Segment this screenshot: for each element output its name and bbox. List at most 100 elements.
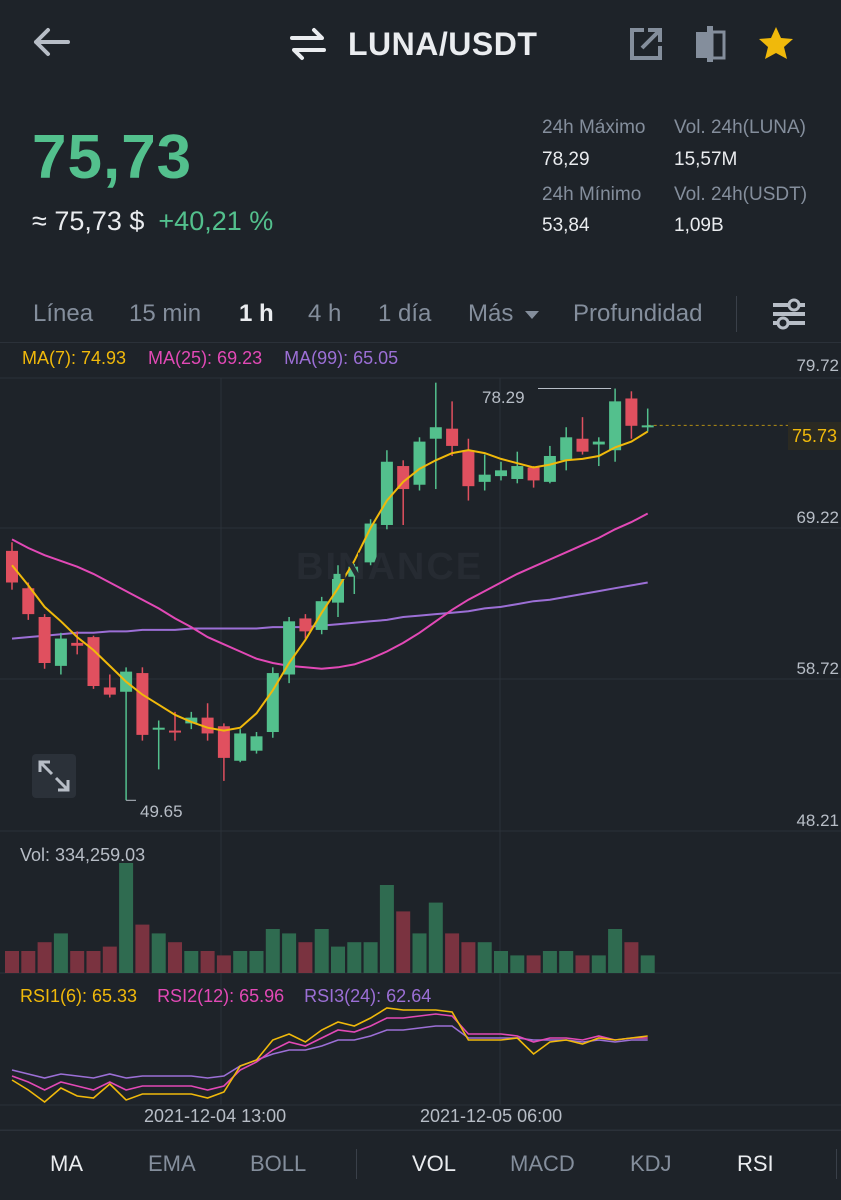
expand-icon bbox=[38, 760, 70, 792]
price-axis-label: 69.22 bbox=[796, 508, 839, 527]
volume-bar bbox=[624, 942, 639, 973]
candle-body bbox=[54, 638, 67, 666]
volume-bar bbox=[216, 955, 231, 973]
volume-bar bbox=[102, 946, 117, 973]
tab-1day[interactable]: 1 día bbox=[378, 300, 432, 327]
volume-bar bbox=[37, 942, 52, 973]
volume-bar bbox=[363, 942, 378, 973]
volume-bar bbox=[21, 951, 36, 973]
top-bar: LUNA/USDT bbox=[0, 0, 841, 95]
tab-1h[interactable]: 1 h bbox=[239, 300, 274, 327]
volume-bar bbox=[135, 924, 150, 973]
indicator-kdj[interactable]: KDJ bbox=[630, 1151, 672, 1176]
vol-quote-value: 1,09B bbox=[674, 215, 724, 236]
candle-body bbox=[234, 733, 247, 761]
candle-body bbox=[576, 438, 589, 452]
candle-body bbox=[511, 466, 524, 479]
last-price: 75,73 bbox=[32, 123, 193, 192]
time-axis-label: 2021-12-05 06:00 bbox=[420, 1106, 563, 1126]
volume-bar bbox=[494, 951, 508, 973]
candle-body bbox=[103, 687, 116, 695]
tab-15min[interactable]: 15 min bbox=[129, 300, 202, 327]
volume-bar bbox=[396, 911, 411, 973]
tab-more[interactable]: Más bbox=[468, 294, 540, 334]
ma25-line bbox=[11, 512, 649, 670]
candle-body bbox=[560, 437, 573, 461]
ma99-line bbox=[11, 581, 648, 640]
ma-legend: MA(7): 74.93 MA(25): 69.23 MA(99): 65.05 bbox=[22, 348, 398, 369]
tab-line[interactable]: Línea bbox=[33, 300, 94, 327]
candle-body bbox=[625, 398, 638, 426]
share-icon[interactable] bbox=[626, 24, 666, 64]
volume-bar bbox=[445, 933, 460, 973]
vol-quote-label: Vol. 24h(USDT) bbox=[674, 184, 808, 205]
ma99-label: MA(99): 65.05 bbox=[284, 348, 399, 368]
price-axis-label: 58.72 bbox=[796, 659, 839, 678]
candle-body bbox=[413, 441, 426, 485]
price-subline: ≈ 75,73 $ +40,21 % bbox=[32, 206, 273, 237]
current-price-tag: 75.73 bbox=[788, 422, 841, 450]
candle-body bbox=[495, 470, 507, 477]
back-arrow-icon[interactable] bbox=[28, 24, 72, 60]
volume-bar bbox=[200, 951, 215, 973]
candle-body bbox=[641, 425, 654, 428]
candle-body bbox=[527, 467, 540, 481]
volume-bar bbox=[119, 863, 134, 973]
compare-icon[interactable] bbox=[690, 24, 730, 64]
fullscreen-button[interactable] bbox=[32, 754, 76, 798]
swap-icon bbox=[290, 28, 326, 60]
rsi2-label: RSI2(12): 65.96 bbox=[157, 986, 285, 1006]
candle-body bbox=[250, 736, 263, 751]
kline-chart[interactable] bbox=[0, 340, 841, 1130]
volume-bar bbox=[265, 929, 280, 973]
indicator-macd[interactable]: MACD bbox=[510, 1151, 575, 1176]
candle-body bbox=[478, 474, 491, 482]
candle-body bbox=[38, 616, 51, 664]
indicator-divider bbox=[356, 1149, 357, 1179]
high-value: 78,29 bbox=[542, 149, 590, 170]
indicator-vol[interactable]: VOL bbox=[412, 1151, 457, 1176]
tabs-separator bbox=[0, 342, 841, 343]
volume-bar bbox=[575, 955, 590, 973]
rsi2-line bbox=[11, 1013, 648, 1091]
candle-body bbox=[283, 621, 296, 675]
time-axis-label: 2021-12-04 13:00 bbox=[144, 1106, 287, 1126]
candle-body bbox=[543, 455, 556, 482]
indicator-ma[interactable]: MA bbox=[50, 1151, 83, 1176]
indicator-divider bbox=[836, 1149, 837, 1179]
rsi-legend: RSI1(6): 65.33 RSI2(12): 65.96 RSI3(24):… bbox=[20, 986, 431, 1007]
indicator-boll[interactable]: BOLL bbox=[250, 1151, 307, 1176]
chart-settings-icon[interactable] bbox=[770, 296, 808, 332]
volume-bar bbox=[5, 951, 19, 973]
candle-body bbox=[87, 637, 100, 687]
candle-body bbox=[217, 726, 230, 758]
fiat-price: ≈ 75,73 $ bbox=[32, 206, 145, 236]
tab-depth[interactable]: Profundidad bbox=[573, 300, 703, 327]
candle-body bbox=[22, 588, 35, 615]
rsi1-label: RSI1(6): 65.33 bbox=[20, 986, 138, 1006]
volume-bar bbox=[86, 951, 101, 973]
tab-4h[interactable]: 4 h bbox=[308, 300, 342, 327]
ma7-line bbox=[11, 430, 649, 732]
volume-bar bbox=[461, 942, 476, 973]
volume-bar bbox=[168, 942, 182, 973]
candle-body bbox=[380, 461, 393, 525]
price-axis-label: 79.72 bbox=[796, 356, 839, 375]
rsi1-line bbox=[11, 1007, 648, 1104]
pair-selector[interactable]: LUNA/USDT bbox=[288, 22, 537, 66]
volume-bar bbox=[53, 933, 68, 973]
indicator-rsi[interactable]: RSI bbox=[737, 1151, 774, 1176]
low-marker: 49.65 bbox=[140, 802, 183, 821]
indicator-ema[interactable]: EMA bbox=[148, 1151, 196, 1176]
candle-body bbox=[397, 466, 410, 490]
binance-watermark: BINANCE bbox=[296, 546, 484, 588]
candle-body bbox=[299, 618, 312, 632]
rsi3-label: RSI3(24): 62.64 bbox=[304, 986, 432, 1006]
volume-bar bbox=[314, 929, 329, 973]
caret-down-icon bbox=[525, 310, 540, 319]
volume-bar bbox=[412, 933, 427, 973]
high-label: 24h Máximo bbox=[542, 117, 646, 138]
volume-bar bbox=[331, 946, 345, 973]
tab-divider bbox=[736, 296, 737, 332]
star-icon[interactable] bbox=[756, 24, 796, 64]
